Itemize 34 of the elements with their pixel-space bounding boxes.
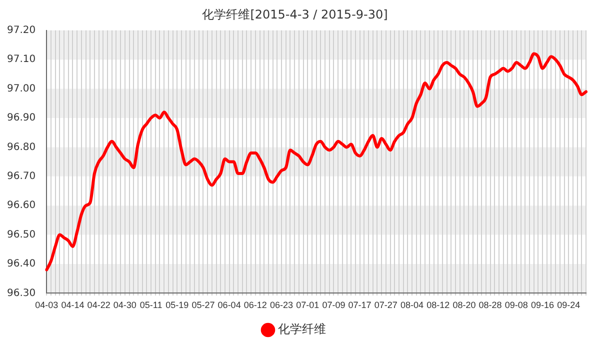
y-tick-label: 96.30 bbox=[6, 288, 36, 299]
x-tick-label: 05-27 bbox=[192, 300, 215, 310]
legend-label: 化学纤维 bbox=[278, 322, 326, 336]
y-tick-label: 97.20 bbox=[6, 24, 36, 36]
x-tick-label: 06-04 bbox=[218, 300, 241, 310]
y-tick-label: 97.00 bbox=[6, 83, 36, 94]
x-tick-label: 08-20 bbox=[452, 300, 476, 310]
x-tick-label: 08-12 bbox=[426, 300, 450, 310]
x-tick-label: 04-30 bbox=[113, 300, 136, 310]
y-tick-label: 96.90 bbox=[6, 112, 36, 124]
x-tick-label: 08-04 bbox=[400, 300, 424, 310]
x-tick-label: 09-08 bbox=[504, 300, 528, 310]
y-tick-label: 96.60 bbox=[6, 200, 36, 212]
x-tick-label: 04-22 bbox=[87, 300, 110, 310]
y-tick-label: 96.50 bbox=[6, 229, 36, 240]
y-tick-label: 96.80 bbox=[6, 142, 36, 153]
x-tick-label: 09-24 bbox=[557, 300, 580, 310]
x-tick-label: 08-28 bbox=[478, 300, 502, 310]
x-tick-label: 06-12 bbox=[244, 300, 267, 310]
x-tick-label: 07-01 bbox=[296, 300, 320, 310]
x-tick-label: 07-27 bbox=[374, 300, 398, 310]
chart-title: 化学纤维[2015-4-3 / 2015-9-30] bbox=[202, 7, 388, 22]
y-tick-label: 97.10 bbox=[6, 54, 36, 66]
x-tick-label: 09-16 bbox=[530, 300, 554, 310]
x-tick-label: 07-09 bbox=[322, 300, 346, 310]
line-series bbox=[45, 52, 588, 272]
x-tick-label: 05-11 bbox=[140, 300, 162, 310]
x-tick-label: 04-03 bbox=[35, 300, 58, 310]
x-tick-label: 06-23 bbox=[270, 300, 294, 310]
x-tick-label: 04-14 bbox=[61, 300, 84, 310]
y-tick-label: 96.40 bbox=[6, 258, 36, 270]
x-tick-label: 05-19 bbox=[166, 300, 189, 310]
y-tick-label: 96.70 bbox=[6, 170, 36, 182]
x-tick-label: 07-17 bbox=[348, 300, 372, 310]
